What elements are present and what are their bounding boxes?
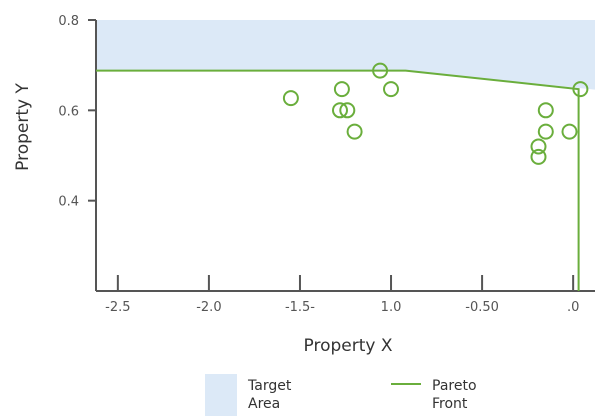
x-axis: -2.5 -2.0 -1.5- 1.0 -0.50 .0 bbox=[105, 275, 579, 315]
plot-area bbox=[95, 20, 595, 292]
y-tick-label: 0.4 bbox=[58, 195, 79, 210]
data-point bbox=[537, 102, 554, 119]
y-tick-label: 0.6 bbox=[58, 104, 79, 119]
target-area bbox=[96, 20, 595, 90]
x-tick-label: -0.50 bbox=[465, 300, 499, 315]
y-tick-label: 0.8 bbox=[58, 14, 79, 29]
pareto-front-line bbox=[96, 69, 580, 291]
data-point bbox=[561, 123, 578, 140]
y-axis: 0.8 0.6 0.4 bbox=[58, 14, 96, 210]
x-tick-label: -2.0 bbox=[196, 300, 221, 315]
data-point bbox=[332, 102, 348, 119]
data-point bbox=[530, 138, 547, 155]
x-tick-label: .0 bbox=[567, 300, 579, 315]
legend-target-area-label: Target bbox=[247, 378, 292, 394]
data-point bbox=[537, 123, 554, 140]
data-point bbox=[339, 102, 356, 119]
legend-target-area-swatch bbox=[205, 374, 237, 416]
x-tick-label: -2.5 bbox=[105, 300, 130, 315]
y-axis-title: Property Y bbox=[13, 83, 33, 171]
data-point bbox=[372, 62, 389, 79]
data-point bbox=[282, 90, 299, 107]
legend-target-area-label: Area bbox=[248, 396, 280, 412]
x-tick-label: -1.5- bbox=[285, 300, 315, 315]
legend: Target Area Pareto Front bbox=[205, 374, 477, 416]
data-point bbox=[572, 81, 589, 98]
data-point bbox=[346, 123, 363, 140]
legend-pareto-front-label: Front bbox=[432, 396, 468, 412]
x-axis-title: Property X bbox=[304, 336, 393, 356]
legend-pareto-front-label: Pareto bbox=[432, 378, 477, 394]
data-point bbox=[383, 81, 399, 98]
data-point bbox=[333, 81, 350, 98]
data-point bbox=[530, 148, 547, 165]
x-tick-label: 1.0 bbox=[381, 300, 402, 315]
